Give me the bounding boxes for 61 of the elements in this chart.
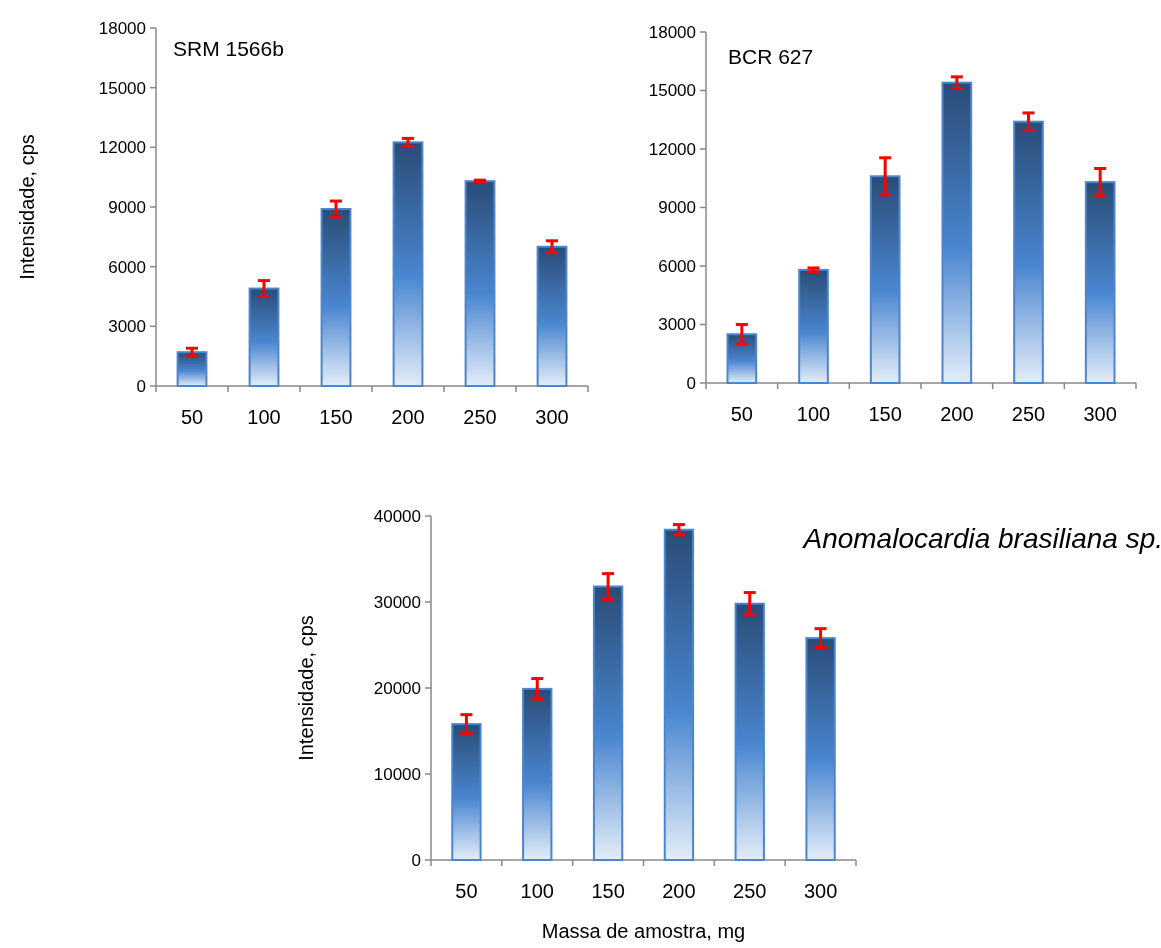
y-axis-title: Intensidade, cps <box>295 615 317 761</box>
x-tick-label: 150 <box>319 406 353 428</box>
x-tick-label: 200 <box>662 880 696 902</box>
y-tick-label: 18000 <box>648 22 696 42</box>
text: BCR 627 <box>728 45 814 68</box>
chart-title: SRM 1566b <box>173 37 284 60</box>
y-tick-label: 9000 <box>658 198 696 218</box>
x-tick-label: 250 <box>463 406 497 428</box>
y-tick-label: 30000 <box>373 592 421 612</box>
text: Anomalocardia brasiliana sp. <box>801 523 1161 554</box>
bar <box>805 637 836 861</box>
y-tick-label: 12000 <box>98 138 146 158</box>
bar <box>726 333 758 384</box>
y-tick-label: 6000 <box>108 257 146 277</box>
y-tick-label: 6000 <box>658 256 696 276</box>
y-tick-label: 0 <box>686 373 696 393</box>
bar <box>320 207 352 387</box>
x-tick-label: 100 <box>796 403 831 425</box>
x-tick-label: 300 <box>535 406 569 428</box>
y-tick-label: 18000 <box>98 18 146 38</box>
y-tick-label: 15000 <box>98 78 146 98</box>
y-tick-label: 12000 <box>648 139 696 159</box>
y-tick-label: 3000 <box>108 317 146 337</box>
x-tick-label: 200 <box>940 403 974 425</box>
bar <box>1013 120 1044 384</box>
bar <box>592 585 624 861</box>
y-tick-label: 9000 <box>108 197 146 217</box>
x-tick-label: 300 <box>803 880 838 902</box>
x-tick-label: 100 <box>247 406 281 428</box>
x-tick-label: 300 <box>1083 403 1117 425</box>
bar <box>663 528 695 861</box>
bar <box>869 175 901 384</box>
x-tick-label: 150 <box>868 403 902 425</box>
y-tick-label: 10000 <box>373 764 421 784</box>
x-tick-label: 100 <box>520 880 554 902</box>
y-axis-title: Intensidade, cps <box>16 134 38 280</box>
bar <box>522 687 553 861</box>
x-tick-label: 50 <box>180 406 204 428</box>
y-tick-label: 0 <box>411 850 421 870</box>
bar <box>248 287 280 387</box>
y-tick-label: 0 <box>136 376 146 396</box>
y-tick-label: 20000 <box>373 678 421 698</box>
bar <box>536 245 568 387</box>
bar <box>1084 181 1116 384</box>
x-tick-label: 150 <box>591 880 625 902</box>
bar <box>734 602 765 861</box>
bar <box>798 268 829 384</box>
x-tick-label: 50 <box>455 880 478 902</box>
x-tick-label: 200 <box>391 406 425 428</box>
y-tick-label: 3000 <box>658 315 696 335</box>
bar <box>464 180 496 387</box>
x-tick-label: 50 <box>730 403 753 425</box>
bar <box>176 351 208 387</box>
y-tick-label: 15000 <box>648 81 696 101</box>
x-axis-title: Massa de amostra, mg <box>541 920 746 942</box>
x-tick-label: 250 <box>1011 403 1046 425</box>
bar <box>941 81 973 384</box>
x-tick-label: 250 <box>733 880 767 902</box>
bar <box>451 723 482 861</box>
y-tick-label: 40000 <box>373 506 421 526</box>
bar <box>392 141 424 387</box>
